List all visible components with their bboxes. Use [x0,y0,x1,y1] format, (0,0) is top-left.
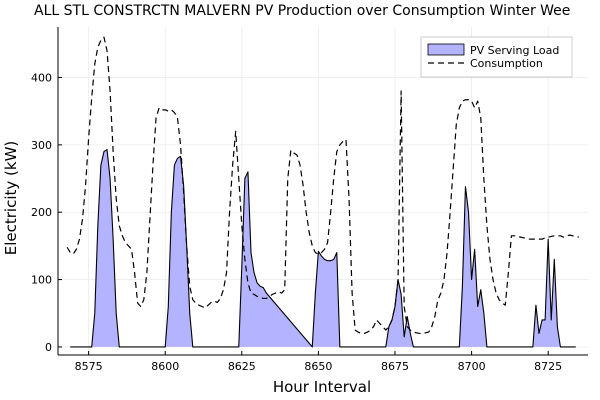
pv-serving-load-line [70,149,576,348]
legend: PV Serving Load Consumption [420,36,573,78]
x-tick-label: 8675 [381,360,409,373]
y-tick-label: 0 [45,341,52,354]
y-axis-title: Electricity (kW) [2,141,20,256]
x-tick-label: 8700 [458,360,486,373]
y-tick-label: 200 [31,206,52,219]
legend-consumption-label: Consumption [470,57,543,70]
y-tick-label: 100 [31,274,52,287]
x-tick-label: 8600 [151,360,179,373]
legend-pv-label: PV Serving Load [470,44,559,57]
series-layer [66,36,579,348]
legend-pv-swatch [427,43,465,56]
x-tick-label: 8725 [534,360,562,373]
x-tick-label: 8625 [228,360,256,373]
y-tick-label: 400 [31,72,52,85]
x-axis-title: Hour Interval [273,378,371,396]
consumption-line [66,36,579,335]
chart-title: ALL STL CONSTRCTN MALVERN PV Production … [34,3,570,19]
axes [57,27,588,356]
tick-labels: 8575 8600 8625 8650 8675 8700 8725 0 100 200 300 40… [31,72,562,373]
pv-serving-load-area [70,149,576,347]
x-tick-label: 8650 [304,360,332,373]
y-tick-label: 300 [31,139,52,152]
x-tick-label: 8575 [75,360,103,373]
